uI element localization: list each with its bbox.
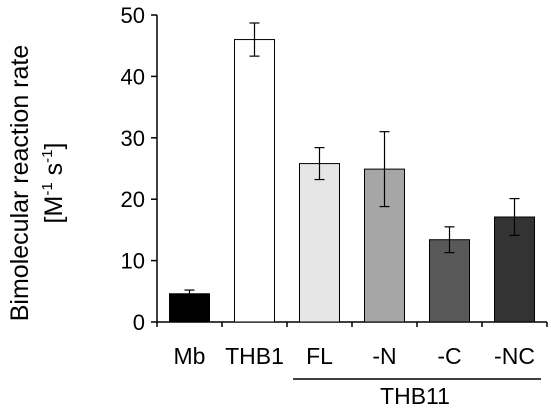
error-bars (184, 22, 520, 299)
y-tick-label: 10 (121, 249, 145, 274)
category-label: THB1 (225, 343, 284, 369)
category-labels: Mb THB1 FL -N -C -NC (174, 343, 535, 369)
y-tick-label: 20 (121, 187, 145, 212)
y-unit-exp2: -1 (39, 150, 56, 163)
y-unit-open: [M (40, 196, 68, 224)
y-unit-mid: s (40, 163, 68, 182)
y-axis-label-line2: [M-1 s-1] (39, 143, 68, 224)
bar (169, 293, 210, 323)
category-label: -N (372, 343, 396, 369)
group-label: THB11 (380, 383, 450, 408)
y-axis-label: Bimolecular reaction rate [M-1 s-1] (6, 45, 68, 322)
category-label: -C (437, 343, 461, 369)
y-unit-close: ] (40, 143, 68, 150)
category-label: FL (306, 343, 333, 369)
bar (429, 239, 470, 323)
y-tick-label: 50 (121, 3, 145, 28)
bar (234, 39, 275, 323)
bars (169, 39, 535, 323)
y-unit-exp1: -1 (39, 182, 56, 195)
y-axis-label-line1: Bimolecular reaction rate (6, 45, 34, 322)
bar (299, 163, 340, 323)
y-tick-label: 30 (121, 126, 145, 151)
category-label: Mb (174, 343, 206, 369)
axes: 0 10 20 30 40 50 (121, 3, 548, 335)
y-tick-label: 0 (133, 310, 145, 335)
y-tick-label: 40 (121, 64, 145, 89)
category-label: -NC (494, 343, 535, 369)
